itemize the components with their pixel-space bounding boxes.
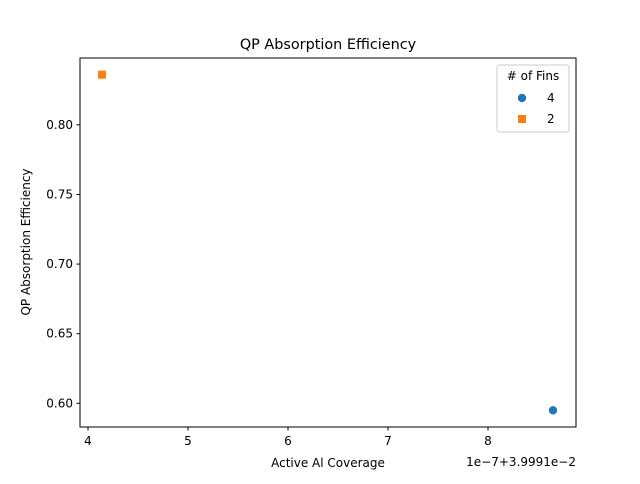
y-axis-label: QP Absorption Efficiency xyxy=(19,168,33,315)
data-point-fins-4 xyxy=(548,406,558,415)
y-tick-label: 0.75 xyxy=(46,187,73,201)
legend-marker-fins-2 xyxy=(518,115,526,123)
legend-label-fins-2: 2 xyxy=(547,112,555,126)
y-tick-label: 0.70 xyxy=(46,257,73,271)
x-axis-label: Active Al Coverage xyxy=(271,456,385,470)
data-points xyxy=(98,70,558,415)
legend-marker-fins-4 xyxy=(517,93,527,103)
legend: # of Fins 42 xyxy=(496,64,570,133)
data-point-fins-2 xyxy=(98,70,106,79)
x-axis-ticks: 4 5 6 7 8 xyxy=(84,427,492,448)
plot-area-frame xyxy=(79,57,577,428)
y-tick-label: 0.60 xyxy=(46,396,73,410)
x-tick-label: 4 xyxy=(84,434,92,448)
legend-box xyxy=(496,64,570,133)
y-tick-label: 0.80 xyxy=(46,118,73,132)
y-tick-label: 0.65 xyxy=(46,327,73,341)
y-axis-ticks: 0.60 0.65 0.70 0.75 0.80 xyxy=(46,118,80,410)
x-tick-label: 6 xyxy=(284,434,292,448)
x-tick-label: 5 xyxy=(184,434,192,448)
legend-title: # of Fins xyxy=(507,69,559,83)
x-tick-label: 8 xyxy=(484,434,492,448)
legend-label-fins-4: 4 xyxy=(547,91,555,105)
legend-items: 42 xyxy=(517,91,555,126)
chart-title: QP Absorption Efficiency xyxy=(240,37,417,53)
x-tick-label: 7 xyxy=(384,434,392,448)
x-axis-offset-label: 1e−7+3.9991e−2 xyxy=(466,455,576,469)
